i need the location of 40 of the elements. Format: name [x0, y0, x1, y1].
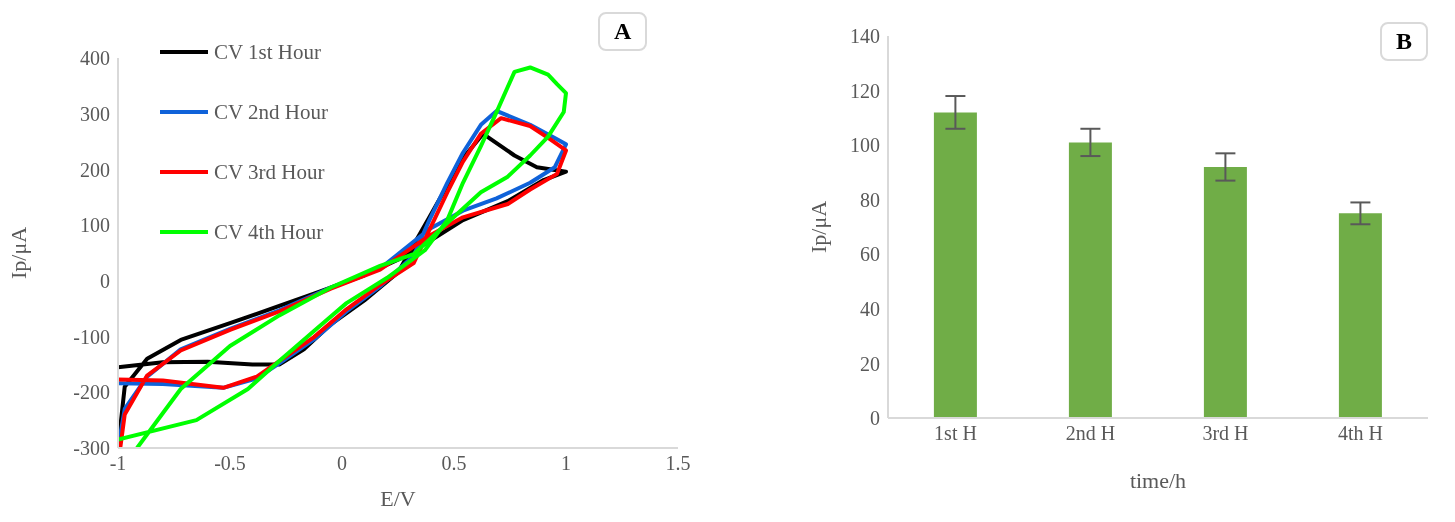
x-tick-label: 0 [337, 452, 347, 475]
x-tick-label: 4th H [1338, 422, 1383, 445]
text: A [598, 12, 648, 51]
y-tick-label: 300 [80, 102, 110, 125]
y-tick-label: 0 [100, 269, 110, 292]
x-axis-title: E/V [380, 486, 416, 511]
bar [1203, 166, 1247, 418]
y-tick-label: 140 [850, 25, 880, 48]
legend-label: CV 2nd Hour [214, 99, 328, 125]
y-tick-label: 200 [80, 158, 110, 181]
x-axis-title: time/h [1129, 468, 1187, 493]
y-axis-title: Ip/μA [805, 200, 831, 254]
y-axis-title: Ip/μA [5, 226, 31, 280]
y-tick-label: 100 [80, 214, 110, 237]
y-tick-label: 40 [860, 297, 880, 320]
legend-label: CV 3rd Hour [214, 159, 325, 185]
x-tick-label: 3rd H [1202, 422, 1249, 445]
y-tick-label: 20 [860, 352, 880, 375]
x-tick-label: 1 [561, 452, 571, 475]
bar [1068, 142, 1112, 418]
bar [933, 112, 977, 418]
y-tick-label: 80 [860, 188, 880, 211]
annotation: B [1379, 22, 1428, 61]
x-tick-label: 1.5 [665, 452, 691, 475]
x-tick-label: -1 [109, 452, 127, 475]
x-tick-label: 2nd H [1065, 422, 1116, 445]
y-tick-label: 60 [860, 243, 880, 266]
y-tick-label: -300 [73, 437, 110, 460]
legend-label: CV 4th Hour [214, 219, 324, 245]
x-tick-label: 1st H [934, 422, 977, 445]
y-tick-label: -100 [73, 325, 110, 348]
legend-label: CV 1st Hour [214, 39, 321, 65]
bar [1338, 213, 1382, 418]
y-tick-label: 100 [850, 134, 880, 157]
x-tick-label: 0.5 [441, 452, 467, 475]
x-tick-label: -0.5 [214, 452, 246, 475]
y-tick-label: -200 [73, 381, 110, 404]
y-tick-label: 120 [850, 79, 880, 102]
y-tick-label: 400 [80, 47, 110, 70]
y-tick-label: 0 [870, 407, 880, 430]
